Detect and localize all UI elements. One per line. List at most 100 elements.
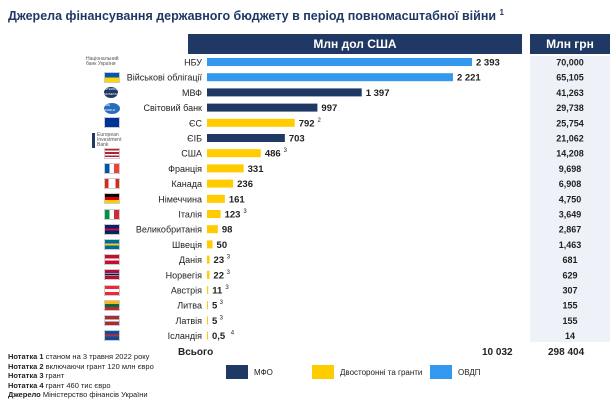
flag-lv-icon <box>104 314 120 326</box>
uah-value: 70,000 <box>556 58 584 68</box>
uah-value: 629 <box>562 270 577 280</box>
nbu-logo-icon: Національний банк України <box>86 56 119 67</box>
bar-13 <box>207 255 210 264</box>
category-label: Світовий банк <box>143 103 202 113</box>
total-usd: 10 032 <box>482 347 513 358</box>
flag-gb-icon <box>104 223 120 235</box>
flag-fr-icon <box>104 162 120 174</box>
uah-value: 681 <box>562 255 577 265</box>
bar-15 <box>207 286 209 294</box>
total-label: Всього <box>178 347 214 358</box>
bar-8 <box>207 179 234 188</box>
uah-value: 9,698 <box>559 164 582 174</box>
uah-value: 3,649 <box>559 210 582 220</box>
uah-value: 1,463 <box>559 240 582 250</box>
value-note: 3 <box>220 315 224 321</box>
bar-16 <box>207 301 208 310</box>
category-label: Австрія <box>171 286 202 296</box>
imf-logo-icon: INTERNATIONAL MONETARY FUND <box>104 87 128 102</box>
bar-9 <box>207 194 225 203</box>
value-label: 22 <box>213 270 224 281</box>
value-label: 486 <box>265 149 281 160</box>
value-label: 123 <box>225 210 241 221</box>
flag-it-icon <box>104 208 120 220</box>
value-label: 98 <box>222 225 233 236</box>
category-label: Литва <box>177 301 202 311</box>
category-label: Німеччина <box>158 194 202 204</box>
bar-14 <box>207 270 210 279</box>
category-label: Ісландія <box>168 331 202 341</box>
legend-swatch-mfo <box>226 365 248 379</box>
category-label: Латвія <box>176 316 203 326</box>
eib-logo-icon: European Investment Bank <box>92 133 126 148</box>
legend-swatch-bilateral <box>312 365 334 379</box>
note-1: Нотатка 1 станом на 3 травня 2022 року <box>8 352 150 361</box>
value-note: 3 <box>225 285 229 291</box>
category-label: Великобританія <box>136 225 202 235</box>
category-label: Військові облігації <box>127 73 203 83</box>
category-label: Норвегія <box>166 270 202 280</box>
bar-5 <box>207 134 285 142</box>
legend-item-mfo: МФО <box>226 365 273 379</box>
uah-value: 65,105 <box>556 73 584 83</box>
value-label: 236 <box>237 179 253 190</box>
value-label: 11 <box>212 286 223 297</box>
legend-item-bilateral: Двосторонні та гранти <box>312 365 422 379</box>
value-label: 331 <box>248 164 265 175</box>
category-label: МВФ <box>182 88 202 98</box>
category-label: Італія <box>178 210 202 220</box>
note-3: Нотатка 3 грант <box>8 371 65 381</box>
category-label: Швеція <box>172 240 202 250</box>
bar-0 <box>207 58 472 66</box>
legend-label-ovdp: ОВДП <box>458 367 481 377</box>
flag-dk-icon <box>104 254 120 266</box>
legend-swatch-ovdp <box>430 365 452 379</box>
value-label: 5 <box>212 316 218 327</box>
uah-value: 6,908 <box>559 179 582 189</box>
uah-value: 2,867 <box>559 225 582 235</box>
flag-ca-icon <box>104 178 120 190</box>
bar-6 <box>207 149 261 158</box>
value-label: 50 <box>217 240 228 251</box>
flag-no-icon <box>104 269 120 281</box>
uah-column-header: Млн грн <box>530 34 610 54</box>
bar-4 <box>207 118 295 127</box>
note-source: Джерело Міністерство фінансів України <box>8 390 148 400</box>
legend-label-mfo: МФО <box>254 367 273 377</box>
category-label: Франція <box>168 164 202 174</box>
note-2: Нотатка 2 включаючи грант 120 млн євро <box>8 361 154 371</box>
notes: Нотатка 1 станом на 3 травня 2022 року Н… <box>8 352 154 400</box>
category-label: ЄІБ <box>187 134 202 144</box>
bar-12 <box>207 240 213 249</box>
usd-column-header: Млн дол США <box>188 34 522 54</box>
value-note: 2 <box>318 118 322 124</box>
flag-is-icon <box>104 330 120 342</box>
value-label: 0,5 <box>212 331 226 342</box>
legend-label-bilateral: Двосторонні та гранти <box>340 367 423 377</box>
value-label: 23 <box>214 255 225 266</box>
flag-se-icon <box>104 238 120 250</box>
value-label: 2 393 <box>476 58 500 69</box>
value-label: 1 397 <box>366 88 390 99</box>
bar-2 <box>207 88 362 97</box>
bar-1 <box>207 73 453 82</box>
legend-item-ovdp: ОВДП <box>430 365 481 379</box>
value-label: 792 <box>299 118 315 129</box>
bar-11 <box>207 225 218 234</box>
uah-value: 29,738 <box>556 103 584 113</box>
value-note: 3 <box>227 270 231 276</box>
note-4: Нотатка 4 грант 460 тис євро <box>8 380 111 390</box>
wb-logo-icon: THE WORLD BANK <box>104 102 120 117</box>
value-label: 161 <box>229 194 246 205</box>
uah-value: 307 <box>562 286 577 296</box>
value-label: 5 <box>212 301 218 312</box>
bar-3 <box>207 103 318 112</box>
flag-eu-icon <box>104 117 120 129</box>
flag-us-icon <box>104 147 120 159</box>
value-label: 703 <box>289 134 305 145</box>
uah-value: 155 <box>562 301 577 311</box>
flag-ua-icon <box>104 71 120 83</box>
value-label: 997 <box>321 103 337 114</box>
uah-value: 14 <box>565 331 575 341</box>
